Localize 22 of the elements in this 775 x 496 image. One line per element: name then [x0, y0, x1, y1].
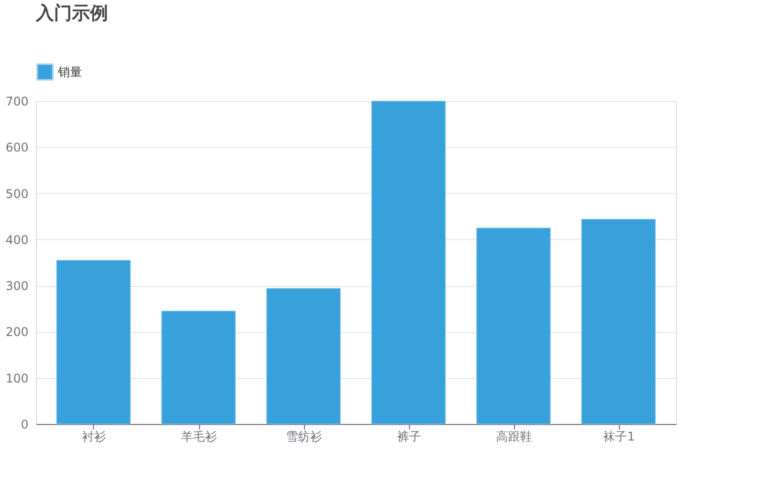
bar	[56, 260, 131, 424]
legend-label: 销量	[57, 65, 82, 79]
y-tick-label: 300	[6, 279, 28, 294]
y-tick-label: 0	[20, 418, 28, 432]
x-tick-label: 衬衫	[82, 430, 106, 444]
x-tick-label: 高跟鞋	[496, 430, 532, 444]
bar	[581, 218, 656, 424]
chart-title: 入门示例	[35, 3, 108, 24]
bar	[371, 100, 446, 424]
y-tick-label: 100	[6, 371, 28, 386]
bar	[476, 228, 551, 424]
y-tick-label: 700	[6, 94, 28, 108]
x-tick-label: 羊毛衫	[181, 430, 217, 444]
y-tick-label: 400	[6, 232, 28, 247]
x-tick-label: 雪纺衫	[286, 430, 322, 444]
y-tick-label: 500	[6, 186, 28, 201]
bar	[266, 288, 341, 424]
y-tick-label: 600	[6, 140, 28, 155]
x-tick-label: 裤子	[397, 430, 421, 444]
bar	[161, 310, 236, 424]
y-tick-label: 200	[6, 325, 28, 340]
x-tick-label: 袜子1	[603, 430, 635, 444]
